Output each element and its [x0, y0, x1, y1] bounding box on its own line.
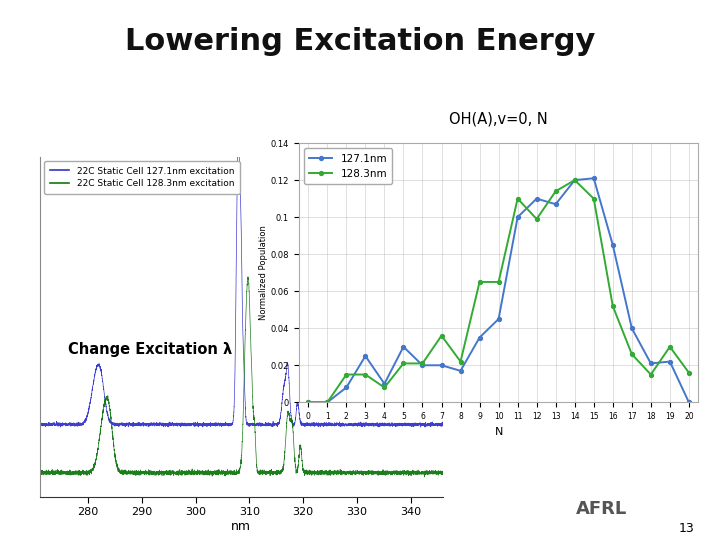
- 128.3nm: [608, 303, 617, 309]
- 127.1nm: [647, 360, 655, 367]
- 127.1nm: [627, 325, 636, 332]
- 128.3nm: [494, 279, 503, 285]
- 128.3nm: [418, 360, 427, 367]
- Y-axis label: Normalized Population: Normalized Population: [258, 225, 268, 320]
- 128.3nm: [685, 369, 693, 376]
- 128.3nm: [570, 177, 579, 184]
- 128.3nm: [361, 372, 370, 378]
- 127.1nm: [513, 214, 522, 220]
- 128.3nm: [304, 399, 312, 406]
- 127.1nm: [456, 368, 465, 374]
- Line: 128.3nm: 128.3nm: [307, 178, 690, 404]
- 127.1nm: [665, 359, 674, 365]
- 127.1nm: [380, 381, 389, 387]
- Text: 13: 13: [679, 522, 695, 535]
- 128.3nm: [552, 188, 560, 194]
- 128.3nm: [342, 372, 351, 378]
- 128.3nm: [532, 216, 541, 222]
- 127.1nm: [399, 343, 408, 350]
- 128.3nm: [380, 384, 389, 391]
- 128.3nm: [590, 195, 598, 202]
- Text: OH(A),v=0, N: OH(A),v=0, N: [449, 112, 548, 127]
- 127.1nm: [475, 334, 484, 341]
- Text: Change Excitation λ: Change Excitation λ: [68, 342, 232, 357]
- 128.3nm: [399, 360, 408, 367]
- 127.1nm: [342, 384, 351, 391]
- 127.1nm: [304, 399, 312, 406]
- 127.1nm: [685, 399, 693, 406]
- 128.3nm: [627, 351, 636, 357]
- 128.3nm: [437, 333, 446, 339]
- 128.3nm: [665, 343, 674, 350]
- 127.1nm: [361, 353, 370, 359]
- 127.1nm: [323, 399, 332, 406]
- Legend: 22C Static Cell 127.1nm excitation, 22C Static Cell 128.3nm excitation: 22C Static Cell 127.1nm excitation, 22C …: [44, 161, 240, 193]
- 128.3nm: [647, 372, 655, 378]
- Line: 127.1nm: 127.1nm: [307, 177, 690, 404]
- 127.1nm: [437, 362, 446, 368]
- X-axis label: N: N: [495, 427, 503, 436]
- 127.1nm: [494, 316, 503, 322]
- 128.3nm: [513, 195, 522, 202]
- Text: Lowering Excitation Energy: Lowering Excitation Energy: [125, 28, 595, 56]
- 128.3nm: [475, 279, 484, 285]
- Text: AFRL: AFRL: [576, 501, 627, 518]
- 127.1nm: [552, 201, 560, 207]
- 128.3nm: [323, 399, 332, 406]
- 128.3nm: [456, 359, 465, 365]
- X-axis label: nm: nm: [231, 520, 251, 533]
- 127.1nm: [570, 177, 579, 184]
- 127.1nm: [590, 175, 598, 181]
- 127.1nm: [418, 362, 427, 368]
- Legend: 127.1nm, 128.3nm: 127.1nm, 128.3nm: [304, 148, 392, 184]
- 127.1nm: [608, 242, 617, 248]
- 127.1nm: [532, 195, 541, 202]
